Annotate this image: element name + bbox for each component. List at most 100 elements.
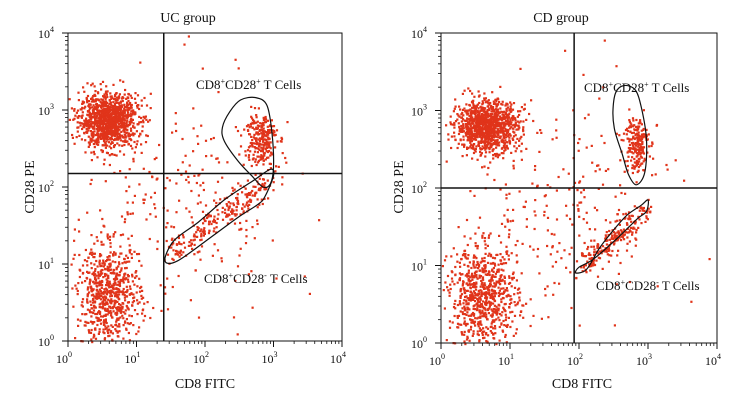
event-dot — [512, 127, 515, 130]
event-dot — [281, 183, 284, 186]
event-dot — [511, 320, 514, 323]
event-dot — [89, 320, 93, 323]
event-dot — [101, 80, 105, 83]
event-dot — [125, 291, 128, 294]
event-dot — [632, 148, 635, 151]
event-dot — [109, 264, 112, 267]
event-dot — [172, 258, 175, 262]
event-dot — [638, 160, 641, 163]
event-dot — [239, 247, 242, 250]
event-dot — [506, 135, 510, 138]
event-dot — [461, 143, 464, 146]
event-dot — [118, 104, 121, 107]
event-dot — [461, 254, 465, 257]
event-dot — [605, 250, 608, 253]
event-dot — [467, 146, 470, 150]
event-dot — [503, 110, 506, 113]
event-dot — [615, 283, 618, 286]
event-dot — [84, 124, 87, 127]
event-dot — [532, 119, 535, 123]
event-dot — [123, 140, 126, 143]
event-dot — [571, 223, 574, 226]
event-dot — [458, 323, 461, 326]
event-dot — [182, 236, 185, 239]
event-dot — [249, 125, 252, 128]
event-dot — [142, 319, 145, 322]
event-dot — [470, 138, 473, 141]
event-dot — [462, 123, 465, 126]
event-dot — [85, 119, 88, 122]
event-dot — [507, 116, 510, 119]
event-dot — [453, 121, 456, 125]
event-dot — [76, 130, 79, 133]
event-dot — [129, 119, 132, 122]
event-dot — [630, 151, 634, 154]
event-dot — [215, 226, 218, 229]
event-dot — [273, 130, 276, 134]
event-dot — [116, 142, 119, 145]
event-dot — [103, 120, 106, 124]
event-dot — [501, 111, 504, 114]
event-dot — [97, 113, 100, 116]
event-dot — [500, 222, 504, 225]
event-dot — [476, 123, 479, 126]
x-tick-label: 101 — [125, 350, 141, 366]
event-dot — [464, 322, 467, 326]
event-dot — [590, 265, 593, 268]
event-dot — [514, 244, 517, 247]
event-dot — [471, 157, 474, 160]
event-dot — [105, 104, 108, 107]
event-dot — [111, 287, 115, 290]
event-dot — [507, 254, 510, 257]
event-dot — [509, 123, 512, 126]
event-dot — [499, 136, 502, 140]
event-dot — [577, 208, 580, 211]
event-dot — [111, 111, 114, 114]
event-dot — [255, 126, 258, 129]
event-dot — [142, 167, 145, 170]
event-dot — [499, 188, 502, 191]
event-dot — [124, 122, 127, 125]
event-dot — [484, 138, 487, 141]
event-dot — [78, 121, 81, 124]
event-dot — [94, 297, 97, 300]
event-dot — [119, 110, 122, 113]
event-dot — [249, 200, 252, 203]
event-dot — [99, 126, 102, 129]
event-dot — [96, 141, 99, 144]
event-dot — [584, 264, 587, 267]
event-dot — [481, 285, 485, 288]
event-dot — [115, 329, 118, 332]
event-dot — [476, 126, 479, 129]
event-dot — [509, 101, 512, 104]
event-dot — [497, 263, 500, 266]
event-dot — [507, 316, 510, 319]
event-dot — [492, 266, 495, 270]
event-dot — [264, 118, 268, 121]
event-dot — [489, 283, 492, 286]
event-dot — [100, 286, 103, 289]
event-dot — [216, 180, 220, 183]
event-dot — [515, 328, 518, 331]
event-dot — [123, 221, 126, 224]
event-dot — [109, 122, 112, 125]
event-dot — [506, 120, 509, 123]
event-dot — [120, 123, 123, 126]
event-dot — [475, 282, 478, 285]
event-dot — [254, 160, 257, 163]
event-dot — [94, 112, 97, 115]
event-dot — [111, 338, 114, 341]
event-dot — [497, 112, 500, 115]
event-dot — [503, 143, 506, 146]
event-dot — [454, 273, 457, 276]
event-dot — [175, 182, 178, 185]
event-dot — [469, 89, 472, 93]
event-dot — [242, 210, 245, 213]
event-dot — [487, 139, 490, 142]
event-dot — [93, 295, 96, 298]
event-dot — [109, 142, 113, 145]
event-dot — [497, 130, 500, 134]
event-dot — [490, 331, 493, 334]
event-dot — [638, 151, 641, 154]
event-dot — [191, 247, 194, 250]
